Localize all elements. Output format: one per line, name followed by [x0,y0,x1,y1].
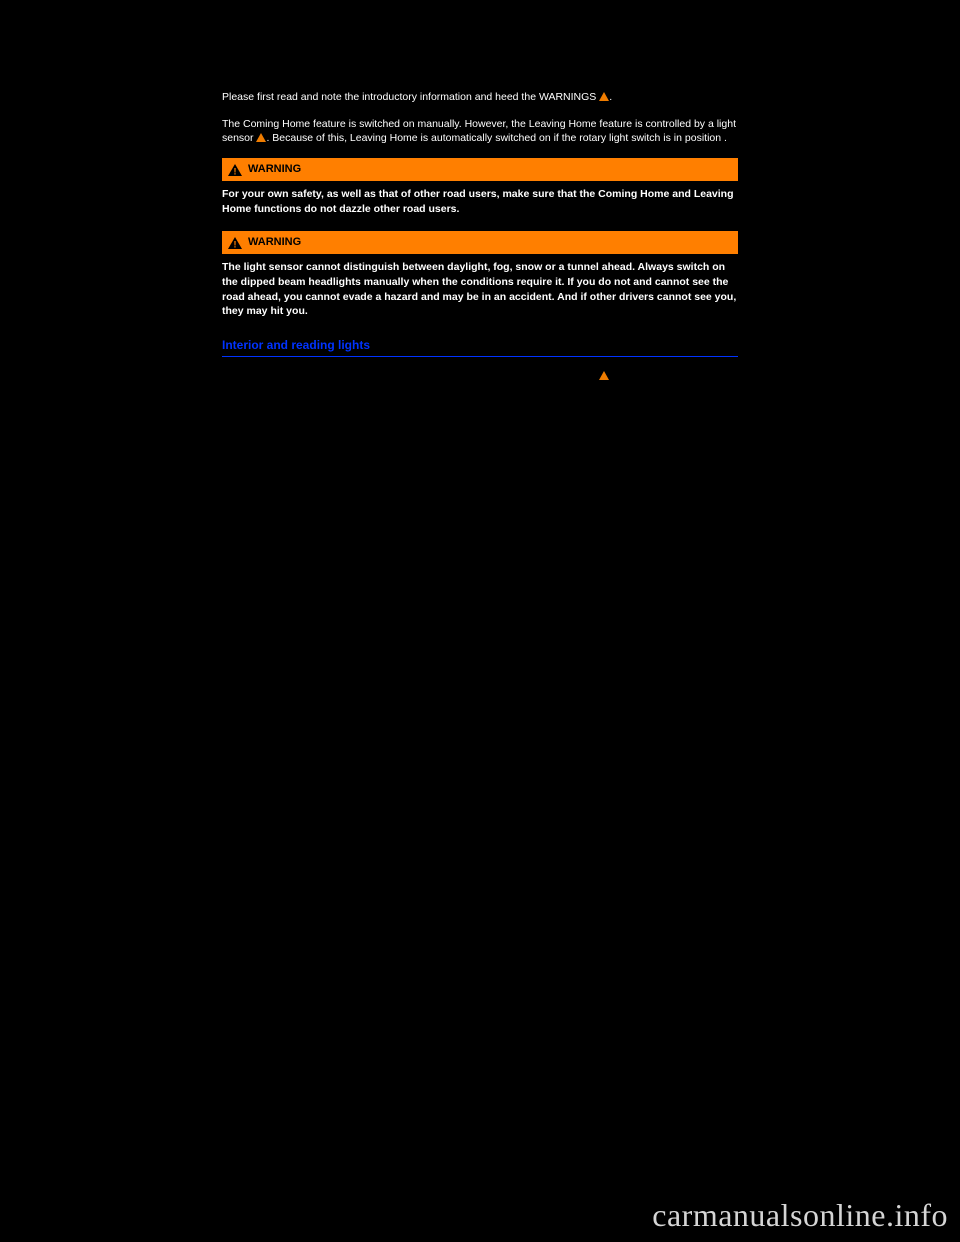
warning-label: WARNING [248,162,301,177]
feature-paragraph: The Coming Home feature is switched on m… [222,117,738,146]
warning-triangle-icon [256,133,266,142]
warning-2-text: The light sensor cannot distinguish betw… [222,260,738,319]
intro-paragraph: Please first read and note the introduct… [222,90,738,105]
intro-text-part1: Please first read and note the introduct… [222,91,596,103]
intro-text-part2: . [609,91,612,103]
section-header: Interior and reading lights [222,337,738,357]
warning-box-1: ! WARNING [222,158,738,181]
warning-1-text: For your own safety, as well as that of … [222,187,738,216]
watermark: carmanualsonline.info [652,1197,948,1234]
warning-triangle-icon [599,92,609,101]
black-paragraph: Please first read and note the introduct… [222,369,738,384]
alert-icon: ! [228,237,242,249]
paragraph2-text-suffix: . [266,132,269,144]
svg-text:!: ! [234,166,237,176]
svg-text:!: ! [234,239,237,249]
black-text: Please first read and note the introduct… [222,370,596,382]
warning-label: WARNING [248,235,301,250]
warning-triangle-icon [599,371,609,380]
warning-box-2: ! WARNING [222,231,738,254]
paragraph2-text-part2: Because of this, Leaving Home is automat… [272,132,727,144]
document-page: Please first read and note the introduct… [222,90,738,383]
alert-icon: ! [228,164,242,176]
